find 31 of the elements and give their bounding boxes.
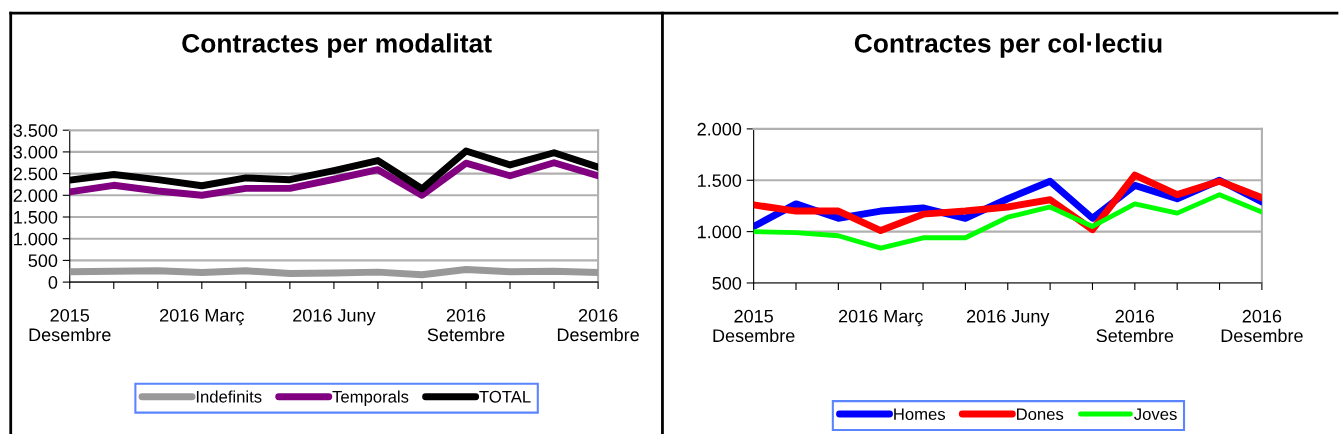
y-tick-label: 0 (48, 276, 58, 289)
y-tick-label: 500 (28, 254, 58, 268)
y-tick-label: 3.500 (13, 124, 58, 137)
y-tick-label: 1.000 (698, 225, 742, 239)
x-tick-label: 2016 Desembre (557, 308, 639, 342)
chart-title: Contractes per col·lectiu (854, 33, 1162, 58)
x-tick-label: 2016 Juny (293, 308, 376, 326)
y-tick-label: 2.500 (13, 167, 58, 181)
x-tick-label: 2016 Març (160, 308, 244, 326)
y-tick-label: 3.000 (13, 145, 58, 159)
y-tick-label: 2.000 (13, 189, 58, 203)
x-tick-label: 2016 Juny (967, 309, 1050, 327)
legend-label: Dones (1017, 408, 1064, 421)
y-tick-label: 1.000 (14, 232, 58, 246)
legend-label: Joves (1134, 408, 1177, 421)
legend-label: Homes (894, 408, 946, 421)
x-tick-label: 2016 Setembre (427, 308, 505, 342)
x-tick-label: 2016 Desembre (1221, 309, 1303, 343)
y-tick-label: 1.500 (14, 210, 58, 224)
y-tick-label: 500 (712, 276, 742, 290)
legend-label: TOTAL (479, 390, 531, 403)
x-tick-label: 2016 Març (838, 309, 923, 327)
x-tick-label: 2015 Desembre (29, 308, 111, 342)
chart-title: Contractes per modalitat (182, 33, 492, 58)
y-tick-label: 1.500 (698, 174, 742, 187)
legend-label: Indefinits (196, 390, 262, 403)
y-tick-label: 2.000 (697, 122, 742, 136)
legend-label: Temporals (332, 390, 409, 406)
x-tick-label: 2016 Setembre (1096, 309, 1174, 343)
x-tick-label: 2015 Desembre (713, 309, 795, 343)
line-series (753, 192, 1262, 251)
